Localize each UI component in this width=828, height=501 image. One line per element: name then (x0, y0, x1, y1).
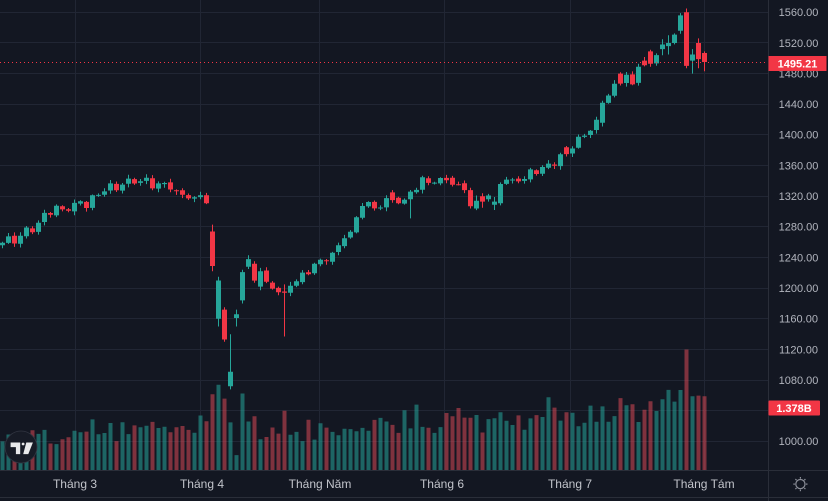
svg-text:1560.00: 1560.00 (779, 7, 819, 19)
svg-text:1360.00: 1360.00 (779, 160, 819, 172)
svg-text:Tháng Năm: Tháng Năm (289, 477, 352, 491)
svg-text:1240.00: 1240.00 (779, 252, 819, 264)
svg-text:1120.00: 1120.00 (779, 344, 818, 356)
svg-text:1320.00: 1320.00 (779, 191, 819, 203)
svg-text:1495.21: 1495.21 (778, 58, 818, 70)
svg-text:Tháng 4: Tháng 4 (180, 477, 224, 491)
svg-text:1.378B: 1.378B (776, 403, 812, 415)
svg-text:1440.00: 1440.00 (779, 99, 819, 111)
svg-text:1400.00: 1400.00 (779, 130, 819, 142)
svg-text:Tháng 3: Tháng 3 (53, 477, 97, 491)
svg-text:1480.00: 1480.00 (779, 68, 819, 80)
svg-text:1160.00: 1160.00 (779, 314, 818, 326)
svg-text:Tháng Tám: Tháng Tám (673, 477, 734, 491)
svg-text:1080.00: 1080.00 (779, 375, 819, 387)
svg-text:1520.00: 1520.00 (779, 38, 819, 50)
svg-text:Tháng 6: Tháng 6 (420, 477, 464, 491)
svg-text:1000.00: 1000.00 (779, 436, 819, 448)
svg-text:1200.00: 1200.00 (779, 283, 819, 295)
svg-text:1280.00: 1280.00 (779, 222, 819, 234)
svg-text:Tháng 7: Tháng 7 (548, 477, 592, 491)
